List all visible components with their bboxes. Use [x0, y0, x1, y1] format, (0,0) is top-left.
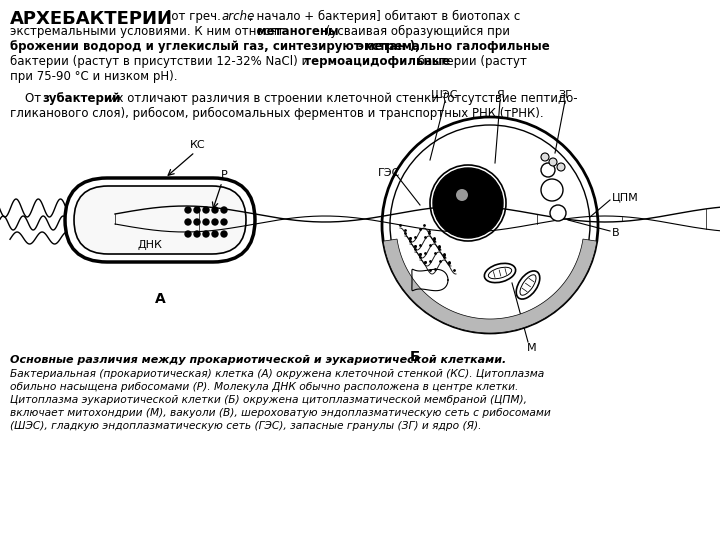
Circle shape: [203, 207, 209, 213]
Polygon shape: [383, 239, 597, 333]
Circle shape: [212, 219, 218, 225]
Text: ГЭС: ГЭС: [378, 168, 400, 178]
Text: гликанового слоя), рибосом, рибосомальных ферментов и транспортных РНК (тРНК).: гликанового слоя), рибосом, рибосомальны…: [10, 107, 544, 120]
Text: (усваивая образующийся при: (усваивая образующийся при: [322, 25, 510, 38]
Circle shape: [221, 207, 227, 213]
Text: Р: Р: [220, 170, 228, 180]
Text: АРХЕБАКТЕРИИ: АРХЕБАКТЕРИИ: [10, 10, 173, 28]
Text: М: М: [527, 343, 537, 353]
Circle shape: [221, 219, 227, 225]
Text: (ШЭС), гладкую эндоплазматическую сеть (ГЭС), запасные гранулы (ЗГ) и ядро (Я).: (ШЭС), гладкую эндоплазматическую сеть (…: [10, 421, 482, 431]
Text: А: А: [155, 292, 166, 306]
Circle shape: [185, 207, 191, 213]
Circle shape: [185, 231, 191, 237]
Text: ДНК: ДНК: [138, 240, 163, 250]
FancyBboxPatch shape: [65, 178, 255, 262]
Text: экстремальными условиями. К ним относят: экстремальными условиями. К ним относят: [10, 25, 287, 38]
Text: От: От: [10, 92, 45, 105]
Text: термоацидофильные: термоацидофильные: [300, 55, 450, 68]
Text: , начало + бактерия] обитают в биотопах с: , начало + бактерия] обитают в биотопах …: [249, 10, 521, 23]
Text: Основные различия между прокариотической и эукариотической клетками.: Основные различия между прокариотической…: [10, 355, 506, 365]
Circle shape: [194, 219, 200, 225]
Circle shape: [212, 207, 218, 213]
Text: Я: Я: [496, 90, 504, 100]
Circle shape: [557, 163, 565, 171]
Circle shape: [382, 117, 598, 333]
Circle shape: [541, 163, 555, 177]
Text: при 75-90 °С и низком рН).: при 75-90 °С и низком рН).: [10, 70, 178, 83]
Text: обильно насыщена рибосомами (Р). Молекула ДНК обычно расположена в центре клетки: обильно насыщена рибосомами (Р). Молекул…: [10, 382, 518, 392]
Text: ЗГ: ЗГ: [558, 90, 572, 100]
Circle shape: [194, 207, 200, 213]
Text: включает митохондрии (М), вакуоли (В), шероховатую эндоплазматическую сеть с риб: включает митохондрии (М), вакуоли (В), ш…: [10, 408, 551, 418]
Text: метаногены: метаногены: [257, 25, 338, 38]
Text: бактерии (растут: бактерии (растут: [414, 55, 527, 68]
Text: Цитоплазма эукариотической клетки (Б) окружена цитоплазматической мембраной (ЦПМ: Цитоплазма эукариотической клетки (Б) ок…: [10, 395, 527, 405]
Circle shape: [541, 153, 549, 161]
FancyBboxPatch shape: [74, 186, 246, 254]
Circle shape: [185, 219, 191, 225]
Text: Б: Б: [410, 350, 420, 364]
Circle shape: [541, 179, 563, 201]
Circle shape: [433, 168, 503, 238]
Circle shape: [212, 231, 218, 237]
Text: брожении водород и углекислый газ, синтезируют метан ),: брожении водород и углекислый газ, синте…: [10, 40, 420, 53]
Text: Бактериальная (прокариотическая) клетка (А) окружена клеточной стенкой (КС). Цит: Бактериальная (прокариотическая) клетка …: [10, 369, 544, 379]
Text: экстремально галофильные: экстремально галофильные: [353, 40, 550, 53]
Text: их отличают различия в строении клеточной стенки (отсутствие пептидо-: их отличают различия в строении клеточно…: [105, 92, 577, 105]
Circle shape: [456, 189, 468, 201]
Circle shape: [194, 231, 200, 237]
Text: В: В: [612, 228, 620, 238]
Circle shape: [549, 158, 557, 166]
Circle shape: [550, 205, 566, 221]
Text: бактерии (растут в присутствии 12-32% NaCl) и: бактерии (растут в присутствии 12-32% Na…: [10, 55, 310, 68]
Circle shape: [203, 219, 209, 225]
Text: ЦПМ: ЦПМ: [612, 192, 639, 202]
Text: arche: arche: [222, 10, 256, 23]
Text: ШЭС: ШЭС: [431, 90, 459, 100]
Circle shape: [203, 231, 209, 237]
Text: зубактерий: зубактерий: [42, 92, 120, 105]
Text: КС: КС: [190, 140, 206, 150]
Text: [от греч.: [от греч.: [163, 10, 225, 23]
Circle shape: [221, 231, 227, 237]
